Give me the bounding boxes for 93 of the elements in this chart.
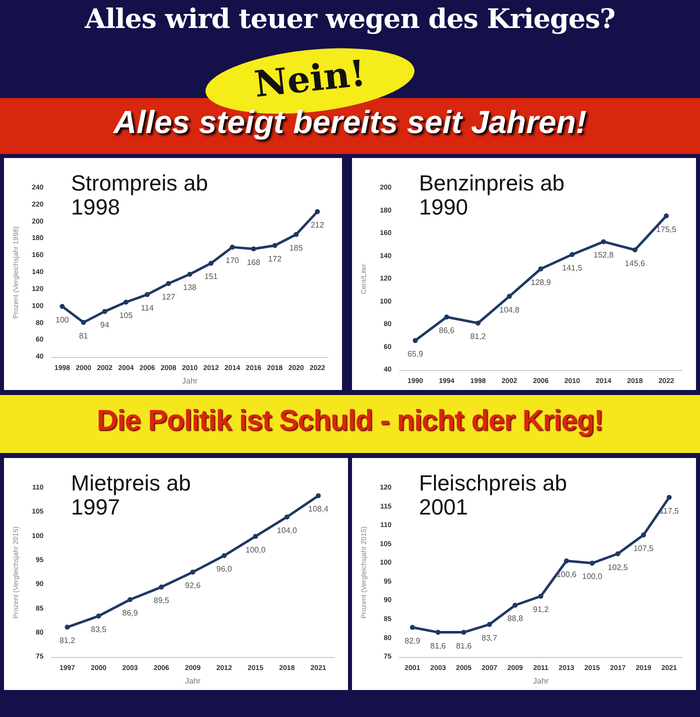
data-label: 81 [79, 331, 88, 340]
data-label: 175,5 [656, 224, 677, 234]
point [128, 597, 133, 602]
point [444, 314, 450, 320]
point [222, 553, 227, 558]
chart-title: Strompreis ab 1998 [71, 170, 214, 220]
data-label: 81,2 [470, 332, 486, 342]
point [158, 584, 164, 590]
x-axis-title: Jahr [185, 676, 201, 686]
data-label: 82,9 [404, 636, 421, 646]
data-label: 100 [56, 315, 70, 324]
data-label: 117,5 [659, 506, 680, 516]
x-axis-title: Jahr [533, 676, 549, 686]
point [144, 292, 150, 298]
point [538, 594, 544, 599]
data-label: 172 [268, 254, 282, 264]
data-label: 104,8 [499, 305, 520, 314]
point [476, 320, 481, 326]
data-label: 88,8 [507, 614, 524, 624]
data-label: 86,6 [438, 326, 455, 335]
data-label: 89,5 [154, 596, 170, 606]
point [64, 624, 70, 630]
point [512, 602, 518, 608]
chart-title: Mietpreis ab 1997 [71, 470, 197, 520]
data-label: 100,6 [556, 570, 578, 579]
data-label: 65,9 [407, 350, 424, 359]
point [102, 308, 108, 314]
point [615, 551, 620, 556]
point [272, 242, 278, 248]
data-label: 212 [310, 220, 325, 230]
chart-title: Fleischpreis ab 2001 [419, 470, 574, 520]
data-label: 108,4 [308, 504, 329, 514]
data-label: 83,7 [482, 633, 498, 642]
data-label: 94 [100, 320, 110, 330]
data-label: 100,0 [246, 545, 266, 554]
text: Alles wird teuer wegen des Krieges? [84, 4, 616, 35]
point [436, 630, 441, 635]
point [506, 294, 512, 299]
data-label: 138 [183, 283, 198, 292]
point [251, 246, 256, 252]
data-label: 152,8 [594, 250, 614, 260]
data-label: 83,5 [90, 625, 107, 634]
point [538, 266, 544, 272]
data-label: 185 [289, 244, 304, 253]
point [590, 560, 595, 566]
data-label: 145,6 [624, 258, 646, 268]
data-label: 104,0 [276, 526, 298, 535]
point [80, 320, 86, 325]
point [208, 260, 214, 266]
point [230, 244, 235, 250]
data-label: 102,5 [608, 562, 628, 572]
data-label: 91,2 [533, 605, 550, 614]
data-label: 96,0 [216, 564, 232, 574]
data-label: 114 [140, 304, 154, 313]
point [664, 213, 669, 218]
data-label: 127 [162, 292, 176, 302]
point [166, 281, 172, 286]
point [410, 624, 415, 630]
data-label: 168 [246, 258, 261, 267]
data-label: 141,5 [562, 264, 583, 273]
point [632, 247, 638, 252]
point [124, 300, 128, 305]
data-label: 151 [204, 272, 218, 282]
point [570, 252, 575, 258]
data-label: 170 [226, 256, 240, 266]
data-label: 107,5 [633, 544, 654, 553]
data-label: 105 [119, 311, 134, 320]
point [190, 570, 196, 575]
point [601, 239, 606, 244]
point [461, 630, 466, 635]
point [640, 532, 646, 538]
point [666, 494, 672, 500]
data-label: 81,2 [59, 636, 76, 646]
data-label: 81,6 [456, 641, 472, 650]
data-label: 81,6 [430, 641, 446, 650]
point [294, 232, 299, 237]
point [96, 614, 102, 619]
data-label: 100,0 [582, 572, 603, 582]
point [253, 534, 258, 539]
x-axis-title: Jahr [182, 376, 198, 386]
data-label: 92,6 [185, 581, 202, 590]
point [412, 338, 418, 344]
text: Die Politik ist Schuld - nicht der Krieg! [96, 405, 604, 438]
point [564, 558, 569, 564]
point [187, 272, 192, 277]
data-label: 86,9 [122, 608, 138, 618]
point [60, 304, 65, 309]
point [284, 514, 290, 520]
data-label: 128,9 [530, 278, 552, 287]
point [486, 622, 492, 627]
chart-title: Benzinpreis ab 1990 [419, 170, 571, 220]
point [316, 493, 321, 498]
point [314, 209, 320, 214]
